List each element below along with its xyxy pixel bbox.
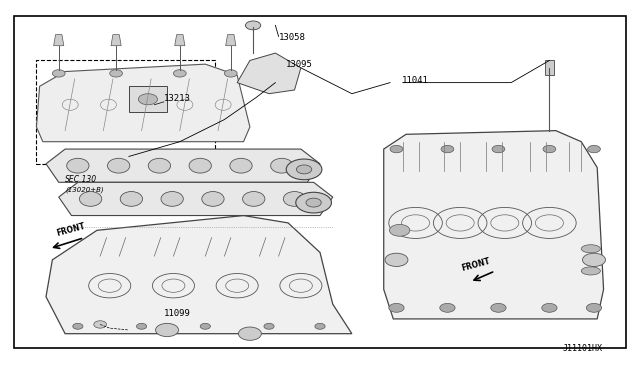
Circle shape bbox=[200, 323, 211, 329]
Circle shape bbox=[440, 304, 455, 312]
Circle shape bbox=[286, 159, 322, 180]
Polygon shape bbox=[54, 35, 64, 46]
Circle shape bbox=[264, 323, 274, 329]
Circle shape bbox=[94, 321, 106, 328]
Circle shape bbox=[173, 70, 186, 77]
Circle shape bbox=[541, 304, 557, 312]
Ellipse shape bbox=[161, 192, 183, 206]
Circle shape bbox=[492, 145, 505, 153]
Circle shape bbox=[315, 323, 325, 329]
Circle shape bbox=[390, 145, 403, 153]
Polygon shape bbox=[384, 131, 604, 319]
Bar bbox=[129, 86, 167, 112]
Text: 13095: 13095 bbox=[286, 60, 313, 69]
Circle shape bbox=[441, 145, 454, 153]
Text: FRONT: FRONT bbox=[56, 221, 86, 238]
Circle shape bbox=[239, 327, 261, 340]
Ellipse shape bbox=[120, 192, 143, 206]
Text: 11041: 11041 bbox=[401, 76, 428, 84]
Circle shape bbox=[543, 145, 556, 153]
Text: 13213: 13213 bbox=[164, 94, 191, 103]
Ellipse shape bbox=[230, 158, 252, 173]
Polygon shape bbox=[545, 61, 554, 75]
Circle shape bbox=[156, 323, 179, 337]
Circle shape bbox=[136, 323, 147, 329]
Polygon shape bbox=[59, 182, 333, 215]
Bar bbox=[36, 61, 215, 164]
Ellipse shape bbox=[581, 245, 600, 253]
Circle shape bbox=[586, 304, 602, 312]
Text: FRONT: FRONT bbox=[460, 257, 491, 273]
Ellipse shape bbox=[243, 192, 265, 206]
Ellipse shape bbox=[271, 158, 293, 173]
Circle shape bbox=[389, 304, 404, 312]
Polygon shape bbox=[111, 35, 121, 46]
Polygon shape bbox=[226, 35, 236, 46]
Text: SEC.130: SEC.130 bbox=[65, 175, 97, 184]
Circle shape bbox=[109, 70, 122, 77]
Circle shape bbox=[225, 70, 237, 77]
Circle shape bbox=[296, 165, 312, 174]
Polygon shape bbox=[46, 149, 320, 182]
Polygon shape bbox=[175, 35, 185, 46]
Circle shape bbox=[385, 253, 408, 266]
Ellipse shape bbox=[79, 192, 102, 206]
Circle shape bbox=[390, 224, 410, 236]
Ellipse shape bbox=[202, 192, 224, 206]
Ellipse shape bbox=[67, 158, 89, 173]
Ellipse shape bbox=[284, 192, 306, 206]
Ellipse shape bbox=[108, 158, 130, 173]
Circle shape bbox=[246, 21, 260, 30]
Circle shape bbox=[306, 198, 321, 207]
Text: 13058: 13058 bbox=[278, 33, 305, 42]
Circle shape bbox=[582, 253, 605, 266]
Circle shape bbox=[52, 70, 65, 77]
Polygon shape bbox=[237, 53, 301, 94]
Polygon shape bbox=[36, 64, 250, 142]
Text: J11101HX: J11101HX bbox=[562, 344, 602, 353]
Circle shape bbox=[491, 304, 506, 312]
Circle shape bbox=[296, 192, 332, 213]
Ellipse shape bbox=[581, 267, 600, 275]
Ellipse shape bbox=[189, 158, 211, 173]
Ellipse shape bbox=[148, 158, 171, 173]
Text: 11099: 11099 bbox=[164, 309, 191, 318]
Circle shape bbox=[138, 94, 157, 105]
Circle shape bbox=[588, 145, 600, 153]
Polygon shape bbox=[46, 215, 352, 334]
Circle shape bbox=[73, 323, 83, 329]
Text: (13020+B): (13020+B) bbox=[65, 186, 104, 193]
